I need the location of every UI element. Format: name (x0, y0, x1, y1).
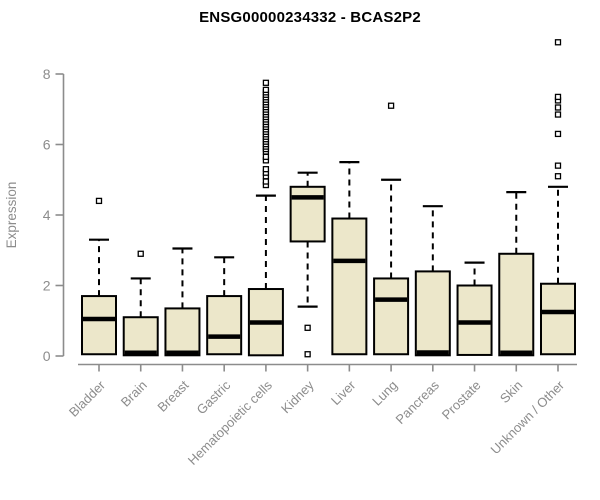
x-tick-label: Prostate (439, 378, 484, 423)
iqr-box (539, 282, 576, 356)
x-tick-label: Brain (118, 378, 150, 410)
iqr-box (331, 217, 368, 356)
x-tick-label: Kidney (278, 377, 317, 416)
outlier-point (95, 197, 103, 205)
boxes-layer (81, 39, 576, 358)
box-lung (373, 102, 410, 356)
box-bladder (81, 197, 117, 356)
iqr-box (498, 252, 535, 357)
box-breast (164, 247, 201, 357)
outlier-point (262, 178, 270, 185)
x-tick-label: Breast (154, 377, 191, 414)
y-tick-label: 6 (43, 137, 51, 153)
y-tick-label: 0 (43, 348, 51, 364)
iqr-box (456, 284, 493, 356)
outlier-point (554, 173, 562, 180)
iqr-box (81, 295, 117, 356)
y-tick-label: 4 (43, 207, 51, 223)
outlier-point (554, 111, 562, 118)
box-unknown-other (539, 39, 576, 356)
box-prostate (456, 261, 493, 356)
y-tick-label: 8 (43, 66, 51, 82)
box-hematopoietic-cells (247, 79, 284, 357)
x-tick-label: Gastric (194, 377, 234, 417)
outlier-point (387, 102, 395, 109)
x-tick-label: Bladder (66, 377, 109, 420)
outlier-point (262, 79, 270, 86)
x-tick-label: Liver (328, 377, 359, 408)
outlier-point (262, 166, 270, 173)
outlier-point (554, 39, 562, 46)
iqr-box (289, 185, 326, 243)
chart-title: ENSG00000234332 - BCAS2P2 (199, 9, 421, 26)
iqr-box (164, 307, 201, 357)
box-skin (498, 190, 535, 357)
outlier-point (262, 153, 270, 160)
outlier-point (262, 86, 270, 94)
box-kidney (289, 171, 326, 358)
outlier-point (554, 130, 562, 138)
box-liver (331, 161, 368, 356)
outlier-point (554, 93, 562, 101)
outlier-point (554, 104, 562, 111)
box-pancreas (414, 205, 451, 357)
outlier-point (304, 351, 311, 358)
outlier-point (304, 324, 311, 331)
box-brain (122, 250, 159, 357)
iqr-box (206, 295, 243, 356)
iqr-box (414, 270, 451, 357)
box-gastric (206, 256, 243, 356)
y-tick-label: 2 (43, 278, 51, 294)
iqr-box (373, 277, 410, 356)
outlier-point (554, 162, 562, 169)
x-tick-label: Unknown / Other (488, 377, 568, 457)
iqr-box (122, 316, 159, 357)
x-tick-label: Pancreas (392, 377, 442, 427)
y-axis-title: Expression (4, 182, 19, 249)
outlier-point (137, 250, 144, 257)
x-tick-label: Skin (497, 378, 525, 406)
x-tick-label: Lung (369, 378, 400, 409)
